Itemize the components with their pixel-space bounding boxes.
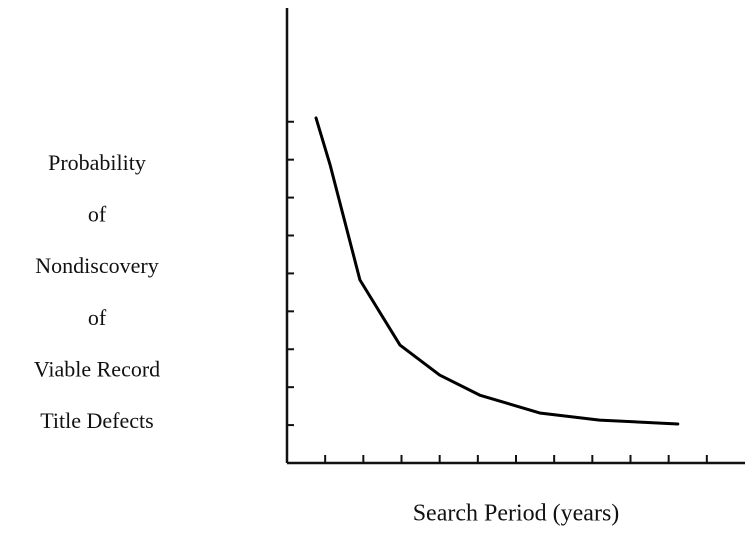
y-axis-label: Nondiscovery [35,253,158,278]
x-axis-label: Search Period (years) [413,501,620,527]
y-axis-label: Title Defects [40,408,153,433]
y-axis-label: Probability [48,150,146,175]
y-axis-label: Viable Record [34,356,160,381]
y-axis-label: of [88,305,107,330]
y-axis-label: of [88,202,107,227]
curve [314,116,680,426]
